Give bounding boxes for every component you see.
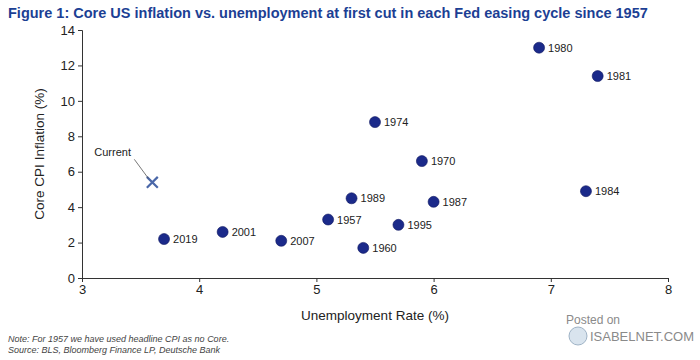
axis-line xyxy=(83,279,669,283)
tick-label: 14 xyxy=(61,23,75,38)
point xyxy=(323,214,334,225)
tick-label: 5 xyxy=(313,282,320,297)
watermark: Posted on xyxy=(566,313,620,327)
note: Source: BLS, Bloomberg Finance LP, Deuts… xyxy=(8,345,220,355)
point xyxy=(358,242,369,253)
point-label: 2007 xyxy=(290,235,314,247)
tick-label: 7 xyxy=(548,282,555,297)
watermark: ISABELNET.COM xyxy=(590,329,694,344)
tick-label: 6 xyxy=(68,164,75,179)
note: Note: For 1957 we have used headline CPI… xyxy=(8,334,229,344)
point-label: 1989 xyxy=(361,192,385,204)
tick-mark xyxy=(78,101,82,102)
tick-mark xyxy=(78,172,82,173)
tick: 12 xyxy=(61,58,82,73)
tick-label: 4 xyxy=(68,200,75,215)
tick-label: 2 xyxy=(68,235,75,250)
tick: 14 xyxy=(61,23,82,38)
tick: 6 xyxy=(68,164,82,179)
point-label: 1970 xyxy=(431,155,455,167)
axis-line xyxy=(78,31,83,279)
points xyxy=(147,42,603,253)
tick: 0 xyxy=(68,271,82,286)
tick-mark xyxy=(78,30,82,31)
point-label: 1981 xyxy=(607,70,631,82)
tick: 4 xyxy=(68,200,82,215)
tick: 3 xyxy=(79,278,86,297)
tick-mark xyxy=(78,65,82,66)
tick-mark xyxy=(78,278,82,279)
tick: 8 xyxy=(68,129,82,144)
tick: 6 xyxy=(430,278,437,297)
point-label: 1995 xyxy=(407,219,431,231)
point xyxy=(428,196,439,207)
tick-mark xyxy=(78,136,82,137)
x-axis-label: Unemployment Rate (%) xyxy=(301,308,449,323)
watermark-logo xyxy=(569,327,587,345)
point xyxy=(393,219,404,230)
tick-label: 8 xyxy=(68,129,75,144)
tick-label: 10 xyxy=(61,94,75,109)
tick-mark xyxy=(78,207,82,208)
chart: Figure 1: Core US inflation vs. unemploy… xyxy=(0,0,700,360)
tick-label: 8 xyxy=(665,282,672,297)
tick: 7 xyxy=(548,278,555,297)
tick-label: 3 xyxy=(79,282,86,297)
y-axis-label: Core CPI Inflation (%) xyxy=(32,88,47,219)
tick-label: 6 xyxy=(430,282,437,297)
point xyxy=(346,193,357,204)
x-marker xyxy=(147,177,158,188)
tick-label: 0 xyxy=(68,271,75,286)
tick-mark xyxy=(78,243,82,244)
point xyxy=(592,71,603,82)
x-axis: 3 4 5 6 7 8 xyxy=(79,278,672,297)
tick-label: 12 xyxy=(61,58,75,73)
point-label: 1957 xyxy=(337,214,361,226)
point-label: 1980 xyxy=(548,42,572,54)
y-axis: 0 2 4 6 8 10 12 14 xyxy=(61,23,83,286)
leader-line xyxy=(134,159,148,178)
tick: 5 xyxy=(313,278,320,297)
tick-label: 4 xyxy=(196,282,203,297)
tick: 10 xyxy=(61,94,82,109)
point xyxy=(416,156,427,167)
point-label: Current xyxy=(94,146,131,158)
point xyxy=(370,117,381,128)
point xyxy=(534,42,545,53)
tick: 4 xyxy=(196,278,203,297)
point-label: 2019 xyxy=(173,233,197,245)
point-label: 1987 xyxy=(443,196,467,208)
point-label: 1984 xyxy=(595,185,619,197)
tick: 8 xyxy=(665,278,672,297)
point xyxy=(159,234,170,245)
tick: 2 xyxy=(68,235,82,250)
point-labels: 2019 2001 2007 19571989 1960 1974 1995 1970 1987… xyxy=(94,42,631,254)
point-label: 1960 xyxy=(372,242,396,254)
title: Figure 1: Core US inflation vs. unemploy… xyxy=(8,5,648,21)
point xyxy=(580,186,591,197)
point-label: 1974 xyxy=(384,116,408,128)
point xyxy=(276,235,287,246)
point-label: 2001 xyxy=(232,226,256,238)
point xyxy=(217,226,228,237)
